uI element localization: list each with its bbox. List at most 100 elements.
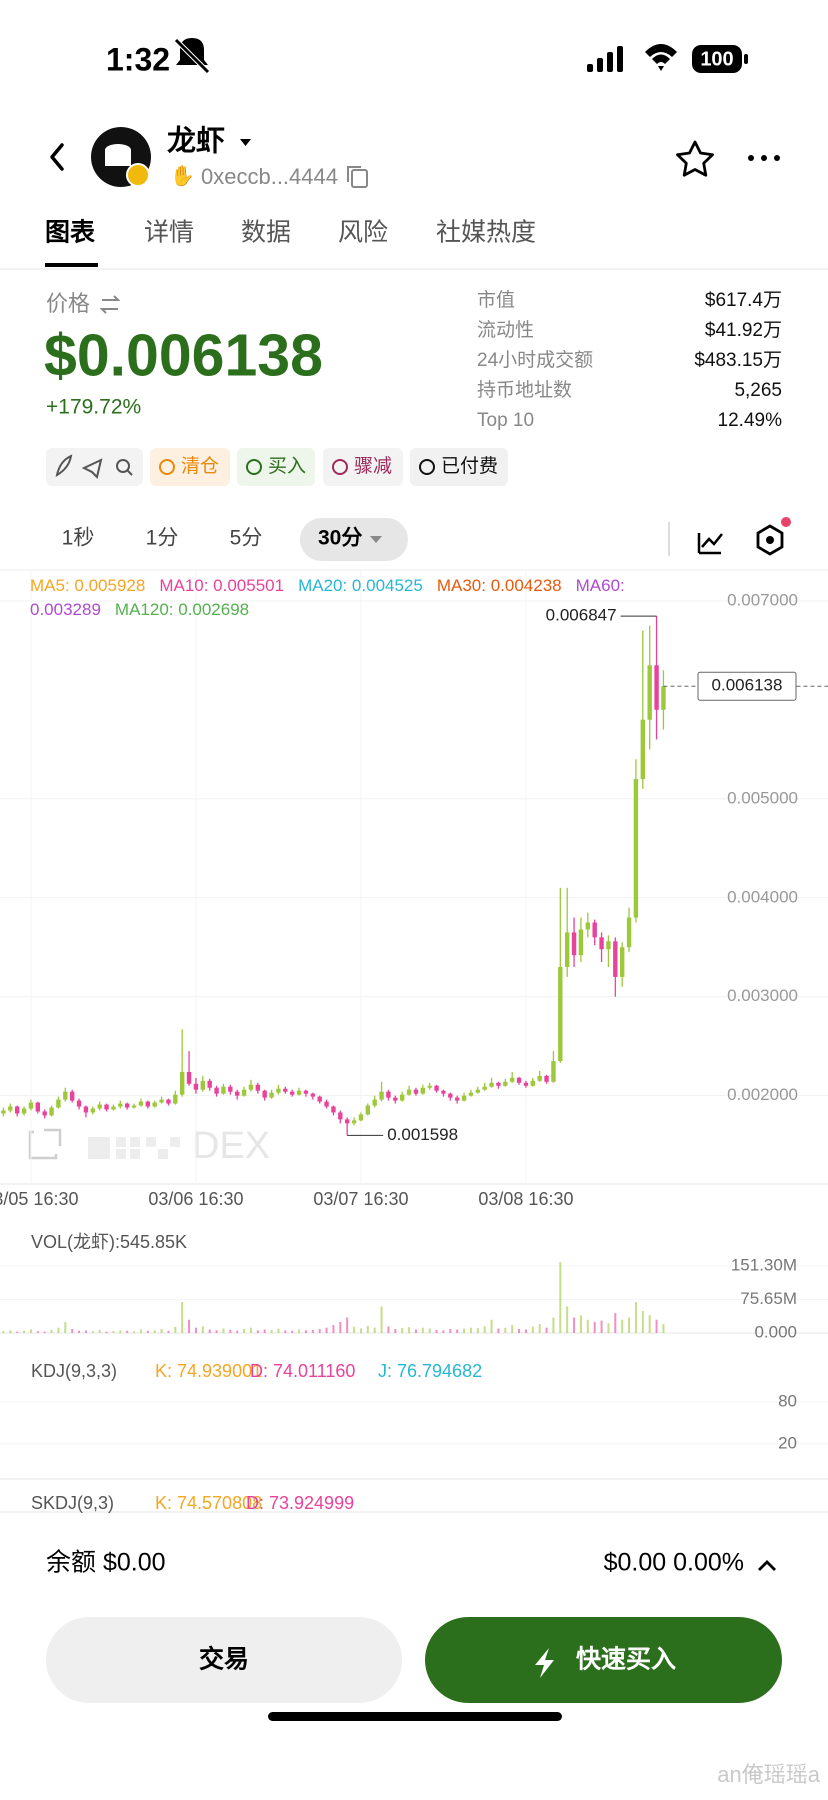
x-tick-label: 03/05 16:30 xyxy=(0,1189,78,1209)
candle-body xyxy=(200,1080,206,1090)
volume-bar xyxy=(490,1319,493,1333)
volume-bar xyxy=(9,1330,12,1333)
stat-value: $41.92万 xyxy=(705,320,782,341)
settings-button[interactable] xyxy=(756,524,784,556)
volume-bar xyxy=(449,1329,452,1333)
candle-body xyxy=(420,1087,426,1094)
candle-body xyxy=(1,1110,6,1114)
candle-body xyxy=(530,1080,536,1086)
candle-body xyxy=(303,1090,309,1094)
back-button[interactable] xyxy=(50,143,64,171)
volume-bar xyxy=(586,1319,589,1333)
volume-bar xyxy=(421,1327,424,1333)
volume-bar xyxy=(43,1331,46,1333)
volume-bar xyxy=(621,1319,624,1333)
tab[interactable]: 详情 xyxy=(144,219,194,247)
stat-value: $483.15万 xyxy=(694,350,782,371)
trade-button-label: 交易 xyxy=(199,1645,249,1674)
fullscreen-button[interactable] xyxy=(28,1128,62,1160)
volume-bar xyxy=(160,1329,163,1333)
ma-label: MA10: 0.005501 xyxy=(159,576,285,595)
battery-tip xyxy=(744,54,748,64)
volume-bar xyxy=(662,1324,665,1333)
volume-bar xyxy=(435,1329,438,1333)
candle-body xyxy=(338,1112,343,1120)
tab[interactable]: 图表 xyxy=(45,219,96,247)
candle-body xyxy=(578,929,584,956)
candle-body xyxy=(496,1082,501,1086)
tag[interactable] xyxy=(323,448,403,486)
volume-bar xyxy=(256,1330,259,1333)
candle-body xyxy=(654,665,659,710)
favorite-button[interactable] xyxy=(676,140,714,177)
tab[interactable]: 数据 xyxy=(241,219,291,247)
candle-body xyxy=(90,1108,96,1113)
interval[interactable]: 5分 xyxy=(230,527,263,550)
tab[interactable]: 风险 xyxy=(338,219,388,247)
candle-body xyxy=(606,941,611,950)
volume-bar xyxy=(401,1328,404,1333)
candle-body xyxy=(509,1077,515,1082)
volume-bar xyxy=(641,1310,644,1333)
trade-button[interactable] xyxy=(46,1617,402,1703)
swap-icon[interactable] xyxy=(99,295,121,314)
volume-bar xyxy=(304,1330,307,1333)
candle-body xyxy=(69,1091,75,1101)
candle-body xyxy=(599,937,604,950)
volume-bar xyxy=(318,1329,321,1333)
candle-body xyxy=(118,1103,123,1107)
ma-label: MA120: 0.002698 xyxy=(114,600,250,619)
quick-buy-button[interactable] xyxy=(425,1617,782,1703)
indicator-button[interactable] xyxy=(697,533,723,555)
volume-bar xyxy=(518,1329,521,1333)
signal-icon xyxy=(587,46,623,72)
tag[interactable] xyxy=(150,448,230,486)
tag[interactable] xyxy=(237,448,315,486)
name-dropdown[interactable] xyxy=(240,139,251,146)
candle-body xyxy=(173,1094,178,1104)
wifi-icon xyxy=(645,44,677,71)
volume-bar xyxy=(353,1326,356,1333)
high-label: 0.006847 xyxy=(546,606,617,625)
tab-underline xyxy=(45,263,98,267)
tab[interactable]: 社媒热度 xyxy=(436,219,536,247)
candle-body xyxy=(269,1092,274,1098)
volume-bar xyxy=(174,1326,177,1333)
notification-dot xyxy=(781,517,791,527)
expand-button[interactable] xyxy=(758,1560,776,1571)
candle-body xyxy=(413,1089,419,1094)
more-button[interactable] xyxy=(748,155,780,161)
candle-body xyxy=(76,1100,82,1107)
candle-body xyxy=(228,1086,233,1092)
ma-label: MA30: 0.004238 xyxy=(436,576,562,595)
candle-body xyxy=(393,1097,398,1101)
volume-bar xyxy=(600,1320,603,1333)
candle-body xyxy=(241,1089,247,1096)
volume-bar xyxy=(84,1330,87,1333)
candle-body xyxy=(551,1061,556,1082)
tag[interactable] xyxy=(410,448,508,486)
candle-body xyxy=(482,1086,487,1090)
volume-bar xyxy=(78,1330,81,1333)
interval-dropdown[interactable] xyxy=(370,536,382,543)
candle-body xyxy=(558,967,563,1062)
candle-body xyxy=(97,1104,102,1109)
candle-body xyxy=(489,1082,494,1087)
volume-bar xyxy=(380,1306,383,1333)
tag-icon xyxy=(246,459,262,475)
copy-icon[interactable] xyxy=(347,166,368,188)
stat-label: 24小时成交额 xyxy=(477,349,593,371)
candle-body xyxy=(386,1091,391,1098)
candle-body xyxy=(372,1099,377,1106)
interval[interactable]: 1分 xyxy=(146,527,179,550)
volume-bar xyxy=(428,1328,431,1333)
skdj-label: K: 74.570808 xyxy=(155,1493,262,1513)
interval[interactable]: 1秒 xyxy=(62,527,95,550)
candle-body xyxy=(83,1106,89,1113)
x-tick-label: 03/07 16:30 xyxy=(313,1189,408,1209)
candle-body xyxy=(351,1120,357,1124)
interval[interactable]: 30分 xyxy=(318,527,362,550)
candle-body xyxy=(331,1106,336,1113)
candle-body xyxy=(276,1088,281,1093)
